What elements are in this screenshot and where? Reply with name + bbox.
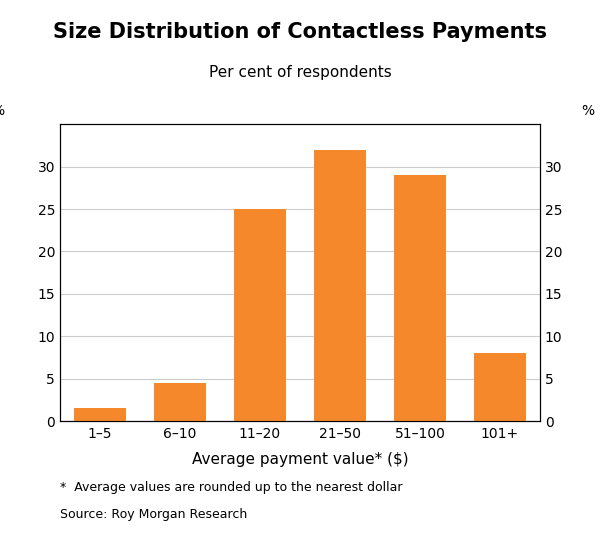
Bar: [234, 209, 286, 421]
Text: Per cent of respondents: Per cent of respondents: [209, 65, 391, 80]
Bar: [154, 383, 206, 421]
Bar: [394, 175, 446, 421]
Bar: [74, 408, 126, 421]
Text: Source: Roy Morgan Research: Source: Roy Morgan Research: [60, 508, 247, 521]
Bar: [314, 150, 366, 421]
Text: %: %: [581, 104, 595, 118]
Bar: [474, 353, 526, 421]
X-axis label: Average payment value* ($): Average payment value* ($): [191, 452, 409, 467]
Text: *  Average values are rounded up to the nearest dollar: * Average values are rounded up to the n…: [60, 481, 403, 494]
Text: Size Distribution of Contactless Payments: Size Distribution of Contactless Payment…: [53, 22, 547, 42]
Text: %: %: [0, 104, 4, 118]
